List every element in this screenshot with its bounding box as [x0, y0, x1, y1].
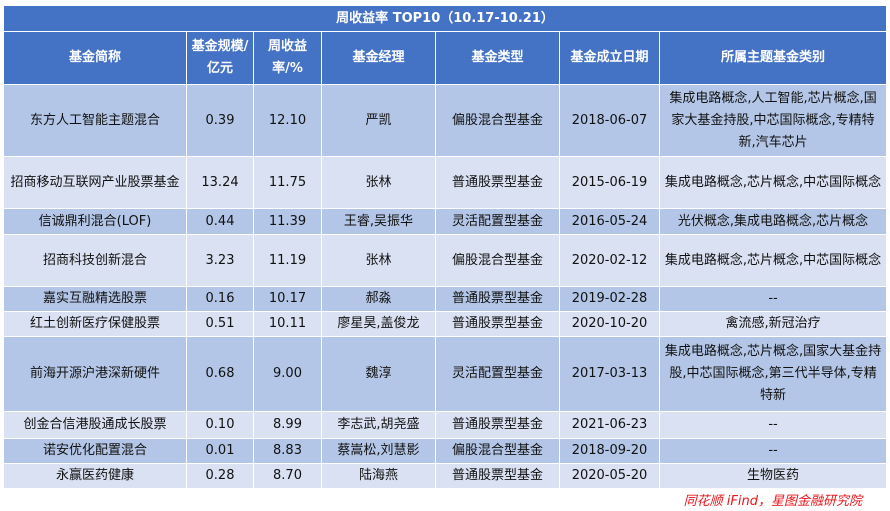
cell-fund-type: 偏股混合型基金 [435, 234, 560, 287]
cell-fund-type: 灵活配置型基金 [435, 208, 560, 235]
cell-fund-name: 永赢医药健康 [3, 463, 187, 489]
cell-inception-date: 2016-05-24 [559, 208, 660, 235]
cell-weekly-return: 11.75 [253, 156, 322, 209]
header-row: 基金简称 基金规模/亿元 周收益率/% 基金经理 基金类型 基金成立日期 所属主题基金类别 [3, 31, 888, 85]
cell-fund-type: 普通股票型基金 [435, 411, 560, 439]
cell-fund-name: 招商科技创新混合 [3, 234, 187, 287]
cell-theme: 集成电路概念,芯片概念,国家大基金持股,中芯国际概念,第三代半导体,专精特新 [658, 336, 888, 412]
cell-theme: 集成电路概念,芯片概念,中芯国际概念 [658, 156, 888, 209]
cell-fund-name: 嘉实互融精选股票 [3, 286, 187, 312]
cell-fund-type: 偏股混合型基金 [435, 438, 560, 464]
header-fund-size: 基金规模/亿元 [186, 31, 254, 85]
fund-table: 周收益率 TOP10（10.17-10.21） 基金简称 基金规模/亿元 周收益率/… [2, 5, 888, 489]
cell-fund-name: 创金合信港股通成长股票 [3, 411, 187, 439]
cell-fund-size: 0.68 [186, 336, 254, 412]
table-row: 创金合信港股通成长股票 0.10 8.99 李志武,胡尧盛 普通股票型基金 2021-06… [3, 411, 888, 439]
cell-manager: 廖星昊,盖俊龙 [321, 311, 436, 337]
cell-fund-size: 13.24 [186, 156, 254, 209]
cell-inception-date: 2018-06-07 [559, 84, 660, 157]
cell-weekly-return: 9.00 [253, 336, 322, 412]
table-row: 嘉实互融精选股票 0.16 10.17 郝淼 普通股票型基金 2019-02-28 -- [3, 286, 888, 312]
cell-inception-date: 2021-06-23 [559, 411, 660, 439]
cell-theme: -- [658, 411, 888, 439]
cell-manager: 蔡嵩松,刘慧影 [321, 438, 436, 464]
cell-manager: 王睿,吴振华 [321, 208, 436, 235]
header-fund-type: 基金类型 [435, 31, 560, 85]
cell-fund-type: 偏股混合型基金 [435, 84, 560, 157]
cell-fund-type: 普通股票型基金 [435, 156, 560, 209]
cell-fund-name: 招商移动互联网产业股票基金 [3, 156, 187, 209]
cell-fund-size: 0.01 [186, 438, 254, 464]
cell-manager: 魏淳 [321, 336, 436, 412]
cell-manager: 张林 [321, 234, 436, 287]
cell-theme: -- [658, 438, 888, 464]
cell-weekly-return: 11.39 [253, 208, 322, 235]
cell-weekly-return: 10.11 [253, 311, 322, 337]
cell-weekly-return: 8.83 [253, 438, 322, 464]
header-weekly-return: 周收益率/% [253, 31, 322, 85]
header-inception-date: 基金成立日期 [559, 31, 660, 85]
cell-weekly-return: 11.19 [253, 234, 322, 287]
cell-weekly-return: 10.17 [253, 286, 322, 312]
cell-fund-type: 灵活配置型基金 [435, 336, 560, 412]
cell-fund-size: 0.16 [186, 286, 254, 312]
cell-fund-size: 0.28 [186, 463, 254, 489]
cell-inception-date: 2018-09-20 [559, 438, 660, 464]
cell-fund-name: 诺安优化配置混合 [3, 438, 187, 464]
cell-fund-size: 0.39 [186, 84, 254, 157]
cell-theme: 禽流感,新冠治疗 [658, 311, 888, 337]
cell-fund-name: 东方人工智能主题混合 [3, 84, 187, 157]
table-row: 永赢医药健康 0.28 8.70 陆海燕 普通股票型基金 2020-05-20 生物医药 [3, 463, 888, 489]
cell-manager: 陆海燕 [321, 463, 436, 489]
cell-fund-size: 3.23 [186, 234, 254, 287]
cell-weekly-return: 8.70 [253, 463, 322, 489]
cell-inception-date: 2020-10-20 [559, 311, 660, 337]
cell-manager: 严凯 [321, 84, 436, 157]
cell-theme: 集成电路概念,芯片概念,中芯国际概念 [658, 234, 888, 287]
table-row: 招商科技创新混合 3.23 11.19 张林 偏股混合型基金 2020-02-12 集成电路… [3, 234, 888, 287]
cell-fund-size: 0.10 [186, 411, 254, 439]
cell-fund-name: 信诚鼎利混合(LOF) [3, 208, 187, 235]
header-theme: 所属主题基金类别 [658, 31, 888, 85]
cell-weekly-return: 12.10 [253, 84, 322, 157]
cell-inception-date: 2015-06-19 [559, 156, 660, 209]
cell-inception-date: 2017-03-13 [559, 336, 660, 412]
header-manager: 基金经理 [321, 31, 436, 85]
cell-theme: 光伏概念,集成电路概念,芯片概念 [658, 208, 888, 235]
cell-inception-date: 2020-05-20 [559, 463, 660, 489]
table-title: 周收益率 TOP10（10.17-10.21） [2, 5, 888, 32]
header-fund-name: 基金简称 [3, 31, 187, 85]
cell-theme: 集成电路概念,人工智能,芯片概念,国家大基金持股,中芯国际概念,专精特新,汽车芯… [658, 84, 888, 157]
cell-fund-type: 普通股票型基金 [435, 286, 560, 312]
table-row: 诺安优化配置混合 0.01 8.83 蔡嵩松,刘慧影 偏股混合型基金 2018-09-20… [3, 438, 888, 464]
cell-fund-size: 0.51 [186, 311, 254, 337]
cell-fund-type: 普通股票型基金 [435, 311, 560, 337]
cell-fund-size: 0.44 [186, 208, 254, 235]
table-row: 东方人工智能主题混合 0.39 12.10 严凯 偏股混合型基金 2018-06-07 集成… [3, 84, 888, 157]
table-row: 招商移动互联网产业股票基金 13.24 11.75 张林 普通股票型基金 2015-06-… [3, 156, 888, 209]
cell-manager: 郝淼 [321, 286, 436, 312]
cell-manager: 张林 [321, 156, 436, 209]
cell-weekly-return: 8.99 [253, 411, 322, 439]
table-row: 红土创新医疗保健股票 0.51 10.11 廖星昊,盖俊龙 普通股票型基金 2020-10… [3, 311, 888, 337]
cell-inception-date: 2019-02-28 [559, 286, 660, 312]
table-row: 信诚鼎利混合(LOF) 0.44 11.39 王睿,吴振华 灵活配置型基金 2016-05… [3, 208, 888, 235]
cell-theme: -- [658, 286, 888, 312]
cell-fund-type: 普通股票型基金 [435, 463, 560, 489]
cell-theme: 生物医药 [658, 463, 888, 489]
cell-inception-date: 2020-02-12 [559, 234, 660, 287]
cell-fund-name: 前海开源沪港深新硬件 [3, 336, 187, 412]
source-note: 同花顺 iFind，星图金融研究院 [683, 494, 862, 509]
table-row: 前海开源沪港深新硬件 0.68 9.00 魏淳 灵活配置型基金 2017-03-13 集成电… [3, 336, 888, 412]
cell-manager: 李志武,胡尧盛 [321, 411, 436, 439]
cell-fund-name: 红土创新医疗保健股票 [3, 311, 187, 337]
